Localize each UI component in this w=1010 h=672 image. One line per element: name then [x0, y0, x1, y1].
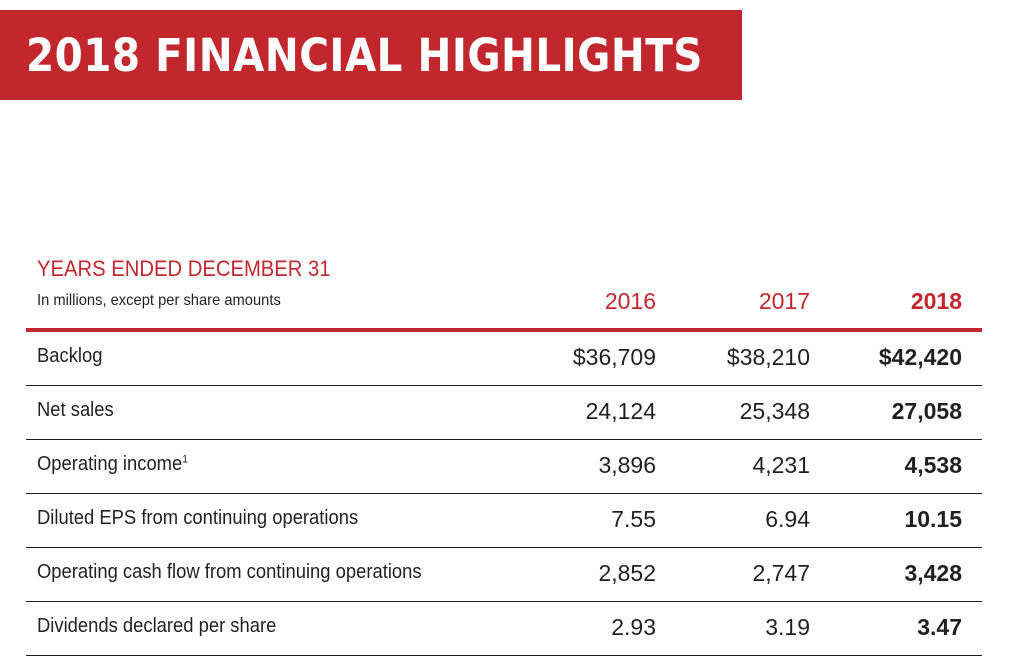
table-row-diluted-eps: Diluted EPS from continuing operations 7… — [26, 494, 982, 548]
row-label: Diluted EPS from continuing operations — [37, 507, 359, 529]
cell-2017: 2,747 — [752, 560, 810, 586]
cell-2017: 3.19 — [765, 614, 810, 640]
column-header-2017: 2017 — [758, 288, 810, 314]
table-row-net-sales: Net sales 24,124 25,348 27,058 — [26, 386, 982, 440]
table-row-operating-income: Operating income1 3,896 4,231 4,538 — [26, 440, 982, 494]
table-row-dividends: Dividends declared per share 2.93 3.19 3… — [26, 602, 982, 656]
table-row-backlog: Backlog $36,709 $38,210 $42,420 — [26, 332, 982, 386]
cell-2017: $38,210 — [726, 344, 810, 370]
cell-2017: 6.94 — [765, 506, 810, 532]
cell-2016: 2.93 — [611, 614, 656, 640]
cell-2018: 3,428 — [904, 560, 962, 586]
row-label: Operating income1 — [37, 453, 188, 475]
financial-highlights-table: YEARS ENDED DECEMBER 31 In millions, exc… — [26, 252, 982, 656]
table-row-operating-cash-flow: Operating cash flow from continuing oper… — [26, 548, 982, 602]
table-header: YEARS ENDED DECEMBER 31 In millions, exc… — [26, 252, 982, 332]
cell-2016: 2,852 — [598, 560, 656, 586]
footnote-marker: 1 — [182, 453, 188, 466]
title-banner: 2018 FINANCIAL HIGHLIGHTS — [0, 10, 742, 100]
section-title: YEARS ENDED DECEMBER 31 — [37, 256, 331, 281]
column-header-2016: 2016 — [604, 288, 656, 314]
column-header-2018: 2018 — [910, 288, 962, 314]
row-label: Operating cash flow from continuing oper… — [37, 561, 422, 583]
page-title: 2018 FINANCIAL HIGHLIGHTS — [26, 28, 703, 82]
cell-2018: 3.47 — [917, 614, 962, 640]
cell-2018: $42,420 — [878, 344, 962, 370]
header-divider — [26, 328, 982, 332]
row-label: Backlog — [37, 345, 103, 367]
section-subtitle: In millions, except per share amounts — [37, 292, 281, 309]
cell-2016: 3,896 — [598, 452, 656, 478]
cell-2018: 10.15 — [904, 506, 962, 532]
cell-2018: 27,058 — [891, 398, 962, 424]
cell-2016: 24,124 — [585, 398, 656, 424]
row-label: Net sales — [37, 399, 114, 421]
cell-2016: $36,709 — [572, 344, 656, 370]
cell-2017: 25,348 — [739, 398, 810, 424]
cell-2017: 4,231 — [752, 452, 810, 478]
table-body: Backlog $36,709 $38,210 $42,420 Net sale… — [26, 332, 982, 656]
cell-2016: 7.55 — [611, 506, 656, 532]
cell-2018: 4,538 — [904, 452, 962, 478]
row-label: Dividends declared per share — [37, 615, 277, 637]
